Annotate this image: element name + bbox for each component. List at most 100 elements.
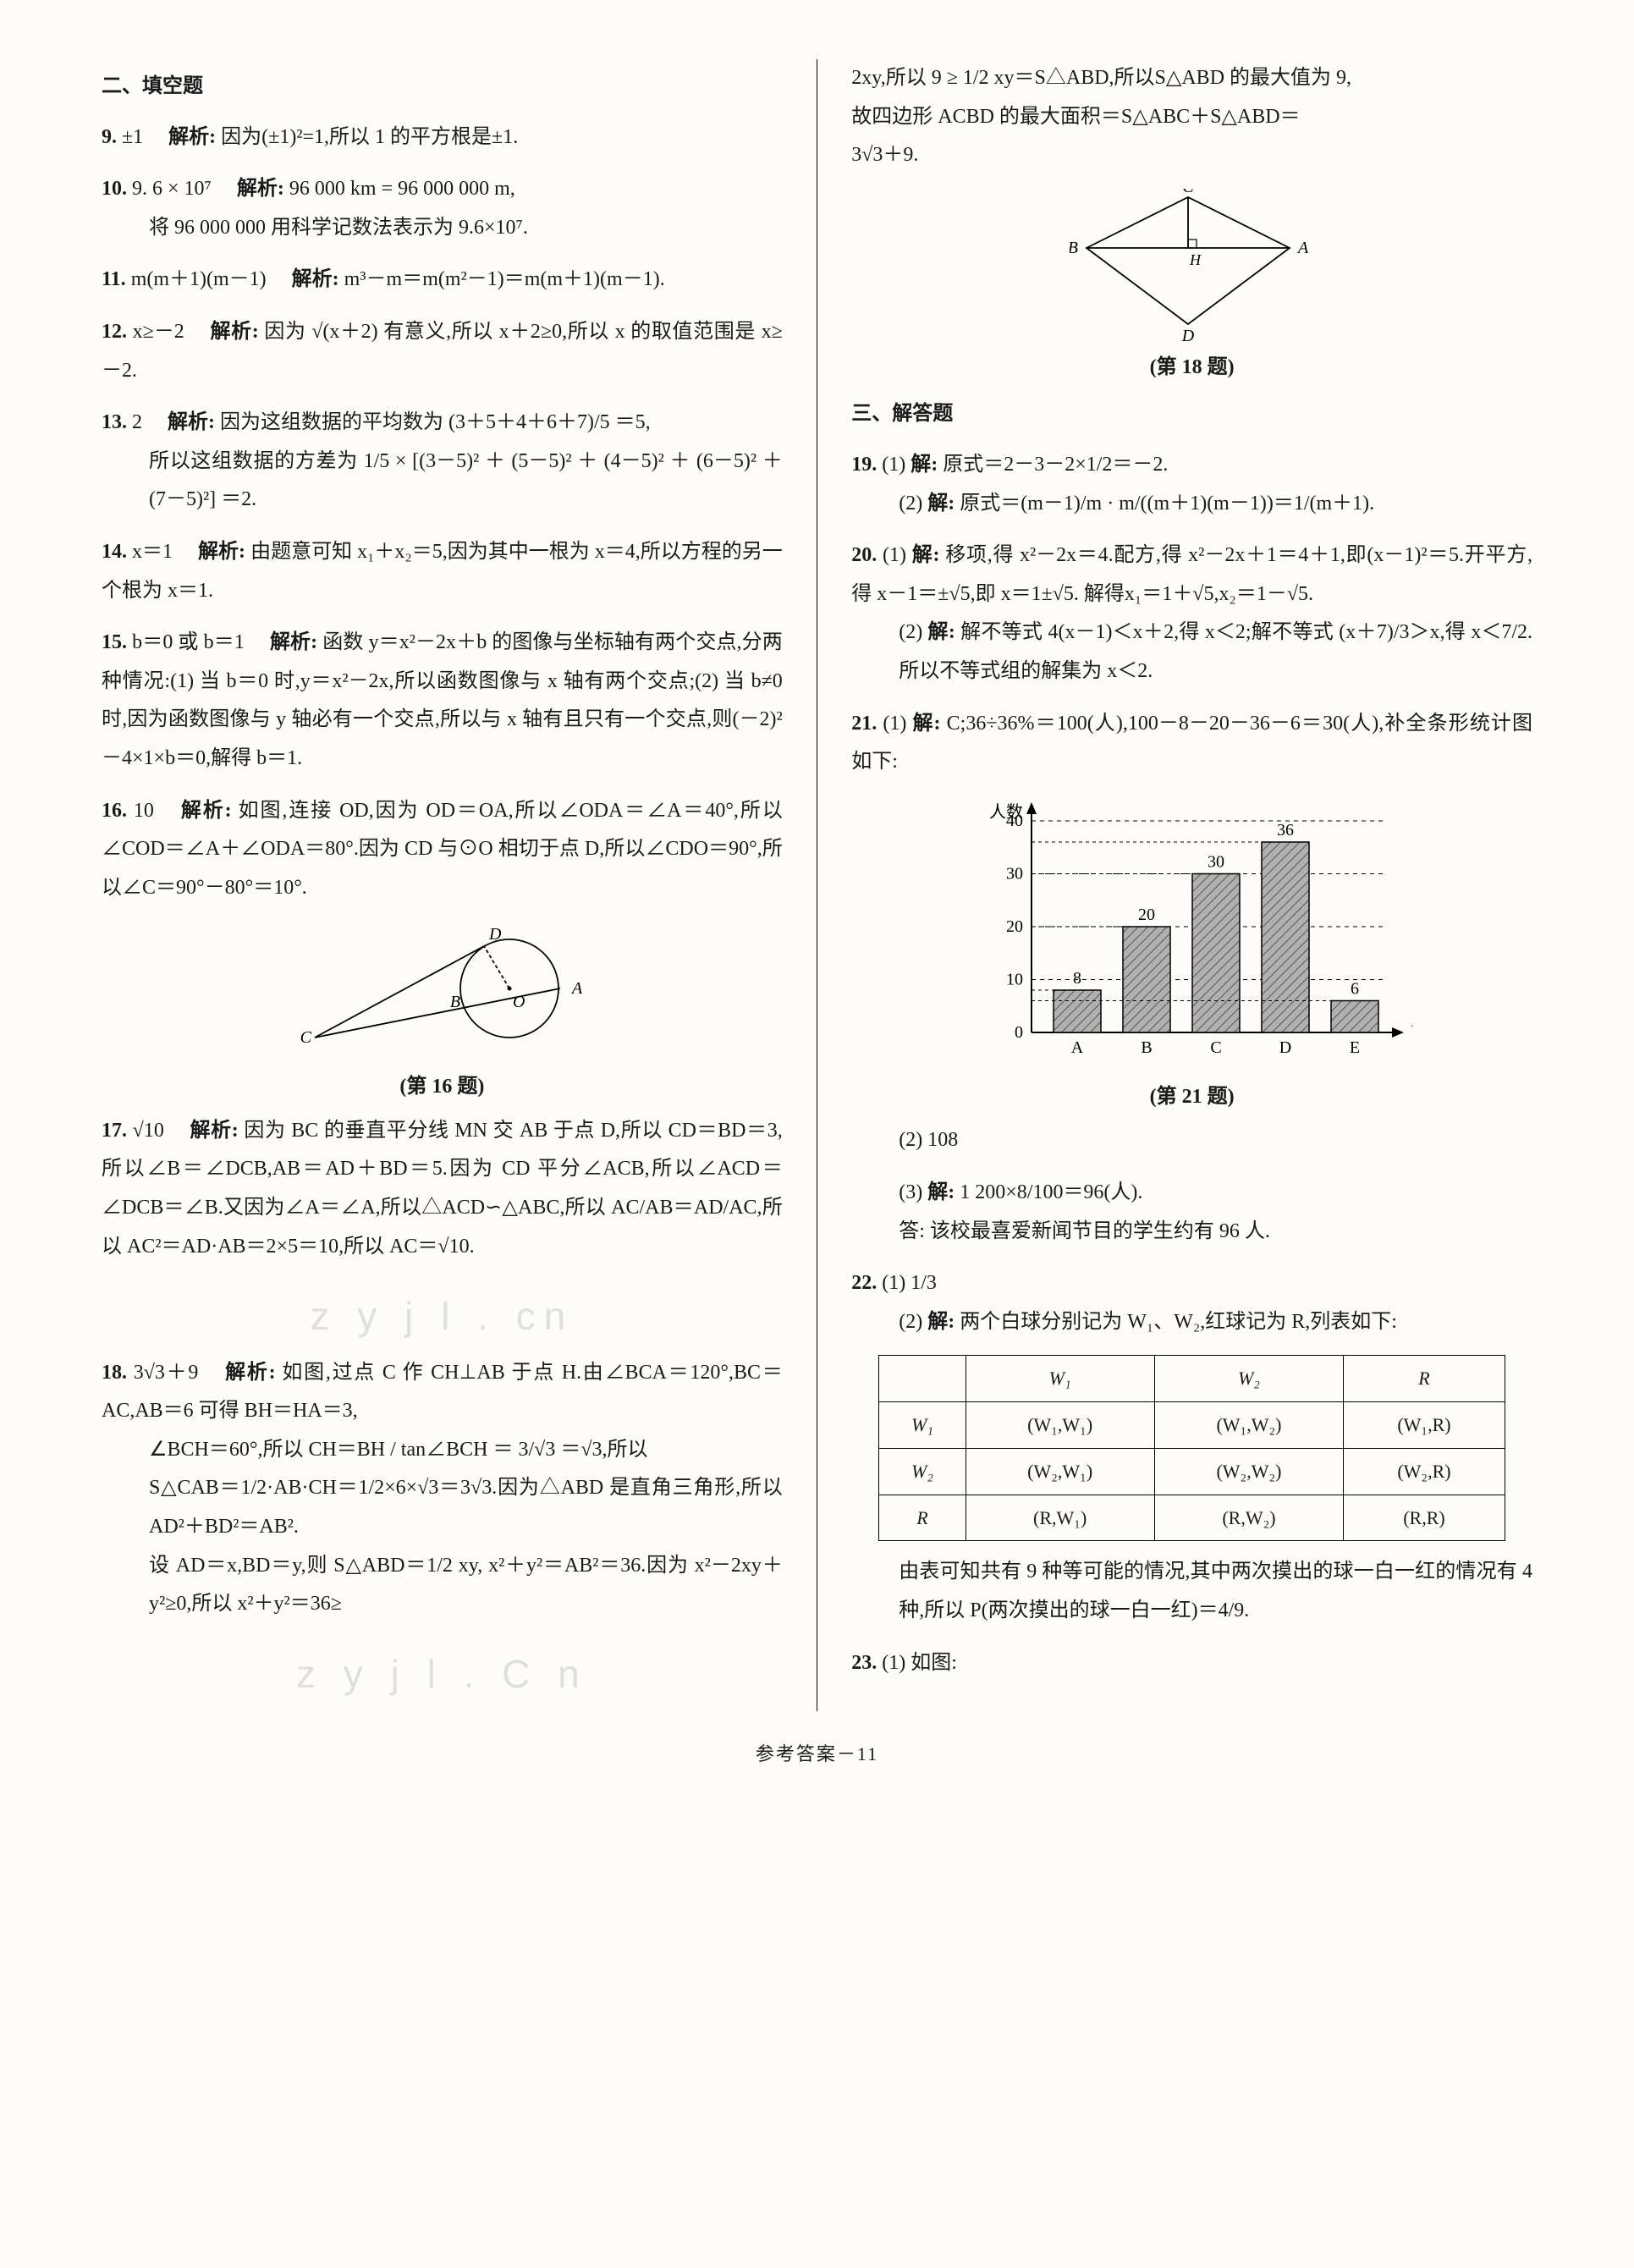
analysis-label: 解析: — [181, 800, 232, 822]
item-text: 故四边形 ACBD 的最大面积＝S△ABC＋S△ABD＝ — [851, 98, 1532, 137]
svg-text:C: C — [1182, 189, 1194, 196]
item-number: 10. — [102, 178, 127, 200]
item-text: 如图,过点 C 作 CH⊥AB 于点 H.由∠BCA＝120°,BC＝AC,AB… — [102, 1362, 783, 1423]
item-text: 解不等式 4(x－1)＜x＋2,得 x＜2;解不等式 (x＋7)/3＞x,得 x… — [899, 621, 1532, 682]
analysis-label: 解析: — [168, 126, 216, 148]
svg-text:A: A — [1070, 1038, 1083, 1057]
item-answer: ±1 — [122, 126, 143, 148]
solution-label: 解: — [912, 713, 940, 735]
problem-21-p3: (3) 解: 1 200×8/100＝96(人). 答: 该校最喜爱新闻节目的学… — [851, 1174, 1532, 1251]
watermark-icon: z y j l . C n — [102, 1638, 783, 1711]
item-number: 12. — [102, 321, 127, 343]
item-number: 16. — [102, 800, 127, 822]
item-text: 因为 √(x＋2) 有意义,所以 x＋2≥0,所以 x 的取值范围是 x≥－2. — [102, 321, 783, 382]
item-text: 原式＝2－3－2×1/2＝－2. — [943, 454, 1168, 476]
svg-text:6: 6 — [1351, 979, 1359, 998]
subpart-label: (2) — [899, 621, 927, 643]
subpart-label: (2) — [899, 1311, 927, 1333]
analysis-label: 解析: — [237, 178, 284, 200]
item-answer: x＝1 — [132, 541, 173, 563]
problem-20: 20. (1) 解: 移项,得 x²－2x＝4.配方,得 x²－2x＋1＝4＋1… — [851, 537, 1532, 691]
subpart-label: (2) — [899, 493, 927, 515]
svg-text:节目类型: 节目类型 — [1411, 1022, 1412, 1042]
item-answer: 2 — [132, 411, 142, 433]
svg-text:36: 36 — [1277, 821, 1294, 839]
analysis-label: 解析: — [225, 1362, 276, 1384]
left-column: 二、填空题 9. ±1 解析: 因为(±1)²=1,所以 1 的平方根是±1. … — [102, 59, 783, 1711]
item-number: 11. — [102, 268, 126, 290]
solution-label: 解: — [927, 493, 955, 515]
item-number: 21. — [851, 713, 877, 735]
problem-18: 18. 3√3＋9 解析: 如图,过点 C 作 CH⊥AB 于点 H.由∠BCA… — [102, 1354, 783, 1624]
item-number: 13. — [102, 411, 127, 433]
problem-16: 16. 10 解析: 如图,连接 OD,因为 OD＝OA,所以∠ODA＝∠A＝4… — [102, 792, 783, 908]
solution-label: 解: — [911, 454, 938, 476]
problem-18-cont: 2xy,所以 9 ≥ 1/2 xy＝S△ABD,所以S△ABD 的最大值为 9,… — [851, 59, 1532, 175]
watermark-icon: z y j l . cn — [102, 1280, 783, 1353]
svg-text:H: H — [1189, 251, 1202, 268]
figure-caption: (第 16 题) — [102, 1068, 783, 1107]
problem-9: 9. ±1 解析: 因为(±1)²=1,所以 1 的平方根是±1. — [102, 118, 783, 157]
subpart-label: (3) — [899, 1181, 927, 1203]
subpart-label: (1) — [883, 544, 912, 566]
svg-text:B: B — [1141, 1038, 1152, 1057]
svg-text:0: 0 — [1015, 1023, 1023, 1042]
item-answer: 3√3＋9 — [134, 1362, 199, 1384]
svg-text:D: D — [488, 925, 502, 944]
problem-17: 17. √10 解析: 因为 BC 的垂直平分线 MN 交 AB 于点 D,所以… — [102, 1112, 783, 1266]
item-number: 19. — [851, 454, 877, 476]
subpart-label: (1) 如图: — [882, 1652, 957, 1674]
problem-19: 19. (1) 解: 原式＝2－3－2×1/2＝－2. (2) 解: 原式＝(m… — [851, 446, 1532, 523]
item-text: 因为这组数据的平均数为 (3＋5＋4＋6＋7)/5 ＝5, — [220, 411, 651, 433]
figure-caption: (第 18 题) — [851, 349, 1532, 388]
analysis-label: 解析: — [190, 1120, 238, 1142]
item-text: 因为(±1)²=1,所以 1 的平方根是±1. — [221, 126, 518, 148]
item-answer: 10 — [134, 800, 154, 822]
item-answer: √10 — [133, 1120, 164, 1142]
solution-label: 解: — [928, 621, 955, 643]
subpart-label: (1) — [882, 454, 911, 476]
item-text: 2xy,所以 9 ≥ 1/2 xy＝S△ABD,所以S△ABD 的最大值为 9, — [851, 59, 1532, 98]
figure-18: B A C D H (第 18 题) — [851, 189, 1532, 388]
svg-text:A: A — [570, 979, 583, 998]
figure-21-chart: 人数节目类型0102030408A20B30C36D6E (第 21 题) — [851, 795, 1532, 1117]
item-answer: 9. 6 × 10⁷ — [132, 178, 212, 200]
solution-label: 解: — [927, 1181, 955, 1203]
item-text: 移项,得 x²－2x＝4.配方,得 x²－2x＋1＝4＋1,即(x－1)²＝5.… — [851, 544, 1532, 605]
column-divider — [817, 59, 818, 1711]
svg-text:B: B — [450, 993, 460, 1011]
item-text: 3√3＋9. — [851, 136, 1532, 175]
item-number: 14. — [102, 541, 127, 563]
item-text: 96 000 km = 96 000 000 m, — [289, 178, 515, 200]
svg-text:20: 20 — [1138, 906, 1155, 924]
item-text: 该校最喜爱新闻节目的学生约有 96 人. — [930, 1220, 1270, 1242]
svg-text:B: B — [1070, 239, 1078, 257]
solution-label: 解: — [927, 1311, 955, 1333]
right-column: 2xy,所以 9 ≥ 1/2 xy＝S△ABD,所以S△ABD 的最大值为 9,… — [851, 59, 1532, 1711]
item-text: 原式＝(m－1)/m · m/((m＋1)(m－1))＝1/(m＋1). — [960, 493, 1374, 515]
solution-label: 解: — [912, 544, 940, 566]
item-text: 所以这组数据的方差为 1/5 × [(3－5)² ＋ (5－5)² ＋ (4－5… — [102, 443, 783, 520]
item-number: 15. — [102, 631, 127, 653]
svg-text:20: 20 — [1006, 917, 1023, 936]
svg-text:D: D — [1279, 1038, 1290, 1057]
analysis-label: 解析: — [270, 631, 317, 653]
section-heading-solve: 三、解答题 — [851, 395, 1532, 434]
svg-text:O: O — [513, 993, 525, 1011]
svg-text:D: D — [1180, 327, 1194, 345]
item-text: 两个白球分别记为 W₁、W₂,红球记为 R,列表如下: — [960, 1311, 1397, 1333]
svg-text:8: 8 — [1073, 969, 1081, 988]
problem-21-p2: (2) 108 — [851, 1121, 1532, 1160]
analysis-label: 解析: — [210, 321, 258, 343]
svg-text:40: 40 — [1006, 812, 1023, 830]
item-number: 23. — [851, 1652, 877, 1674]
analysis-label: 解析: — [292, 268, 339, 290]
item-text: S△CAB＝1/2·AB·CH＝1/2×6×√3＝3√3.因为△ABD 是直角三… — [102, 1469, 783, 1546]
problem-22: 22. (1) 1/3 (2) 解: 两个白球分别记为 W₁、W₂,红球记为 R… — [851, 1264, 1532, 1341]
page: 二、填空题 9. ±1 解析: 因为(±1)²=1,所以 1 的平方根是±1. … — [102, 59, 1532, 1711]
svg-text:A: A — [1296, 239, 1309, 257]
problem-21: 21. (1) 解: C;36÷36%＝100(人),100－8－20－36－6… — [851, 705, 1532, 782]
problem-12: 12. x≥－2 解析: 因为 √(x＋2) 有意义,所以 x＋2≥0,所以 x… — [102, 313, 783, 390]
item-text: C;36÷36%＝100(人),100－8－20－36－6＝30(人),补全条形… — [851, 713, 1532, 773]
item-text: ∠BCH＝60°,所以 CH＝BH / tan∠BCH ＝ 3/√3 ＝√3,所… — [102, 1431, 783, 1470]
